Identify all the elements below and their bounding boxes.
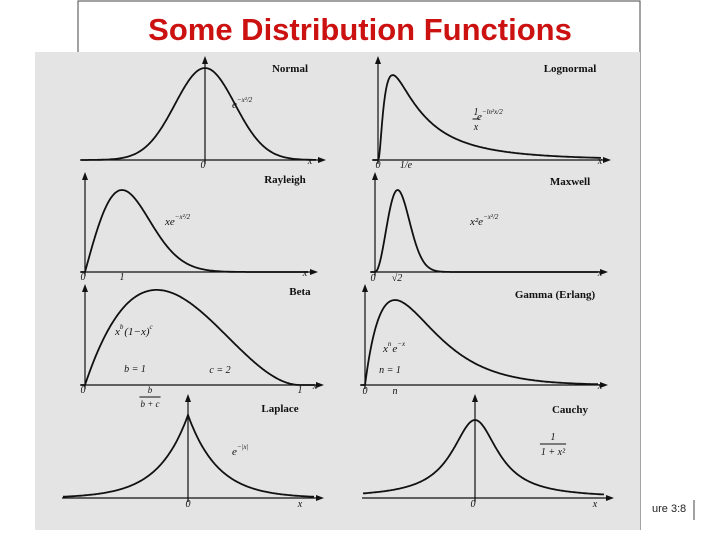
panel-name: Rayleigh — [264, 174, 306, 186]
panel-name: Maxwell — [550, 176, 590, 188]
y-axis-arrow — [82, 284, 88, 292]
slide-title: Some Distribution Functions — [148, 12, 572, 47]
tick-label: 0 — [371, 273, 376, 284]
tick-label: x — [597, 381, 603, 392]
tick-label: 1 — [120, 272, 125, 283]
tick-fraction-denominator: b + c — [140, 399, 159, 409]
x-axis-arrow — [318, 157, 326, 163]
tick-label: n — [393, 386, 398, 397]
tick-label: 0 — [471, 499, 476, 510]
panel-name: Normal — [272, 63, 308, 75]
formula-text: e — [232, 99, 237, 111]
parameter-note: c = 2 — [209, 365, 230, 376]
y-axis-arrow — [362, 284, 368, 292]
tick-label: x — [307, 156, 313, 167]
tick-label: 0 — [363, 386, 368, 397]
formula-exponent: −x²/2 — [237, 96, 253, 104]
density-curve — [81, 67, 316, 161]
y-axis-arrow — [202, 56, 208, 64]
formula-text: x — [382, 343, 388, 355]
formula-text: e — [477, 111, 482, 123]
formula-exponent: −x²/2 — [175, 213, 191, 221]
tick-label: x — [597, 156, 603, 167]
y-axis-arrow — [82, 172, 88, 180]
tick-label: √2 — [392, 273, 403, 284]
scan — [35, 52, 640, 530]
formula-exponent: −ln²x/2 — [482, 108, 503, 116]
tick-label: x — [302, 268, 308, 279]
formula-exponent: −x — [397, 340, 406, 348]
page-number: 8 — [680, 503, 686, 515]
tick-label: 0 — [201, 160, 206, 171]
parameter-note: b = 1 — [124, 364, 146, 375]
formula-fraction-denominator: x — [473, 122, 479, 133]
formula-fraction-numerator: 1 — [474, 107, 479, 118]
panel-name: Laplace — [261, 403, 298, 415]
panel-name: Cauchy — [552, 404, 589, 416]
formula-exponent: −x²/2 — [483, 213, 499, 221]
density-curve — [362, 419, 605, 496]
x-axis-arrow — [316, 382, 324, 388]
parameter-note: n = 1 — [379, 365, 401, 376]
panel-name: Gamma (Erlang) — [515, 289, 596, 301]
formula-text: x — [114, 326, 120, 338]
density-curve — [63, 412, 315, 498]
formula-text: xe — [164, 216, 175, 228]
density-curve — [361, 299, 598, 386]
tick-label: x — [297, 499, 303, 510]
formula-text: e — [232, 446, 237, 458]
formula-exponent: c — [150, 323, 154, 331]
formula-fraction-numerator: 1 — [551, 432, 556, 443]
x-axis-arrow — [600, 382, 608, 388]
x-axis-arrow — [316, 495, 324, 501]
x-axis-arrow — [606, 495, 614, 501]
x-axis-arrow — [310, 269, 318, 275]
y-axis-arrow — [375, 56, 381, 64]
tick-label: 1 — [298, 385, 303, 396]
panel-name: Beta — [289, 286, 311, 298]
density-curve — [371, 189, 598, 273]
tick-fraction-numerator: b — [148, 385, 153, 395]
tick-label: 0 — [376, 160, 381, 171]
tick-label: x — [312, 381, 318, 392]
formula-text: e — [392, 343, 397, 355]
footer-label: ure 3: — [652, 503, 680, 515]
tick-label: 0 — [186, 499, 191, 510]
y-axis-arrow — [372, 172, 378, 180]
tick-label: x — [592, 499, 598, 510]
y-axis-arrow — [185, 394, 191, 402]
tick-label: 0 — [81, 385, 86, 396]
formula-fraction-denominator: 1 + x² — [541, 447, 566, 458]
formula-exponent: n — [388, 340, 392, 348]
density-curve — [81, 189, 308, 273]
panel-name: Lognormal — [544, 63, 597, 75]
formula-exponent: b — [120, 323, 124, 331]
formula-text: (1−x) — [124, 326, 149, 338]
tick-label: 1/e — [400, 160, 413, 171]
formula-exponent: −|x| — [237, 443, 249, 451]
tick-label: x — [597, 268, 603, 279]
density-curve — [373, 74, 601, 161]
density-curve — [81, 289, 314, 386]
formula-text: x²e — [469, 216, 483, 228]
x-axis-arrow — [600, 269, 608, 275]
y-axis-arrow — [472, 394, 478, 402]
tick-label: 0 — [81, 272, 86, 283]
x-axis-arrow — [603, 157, 611, 163]
